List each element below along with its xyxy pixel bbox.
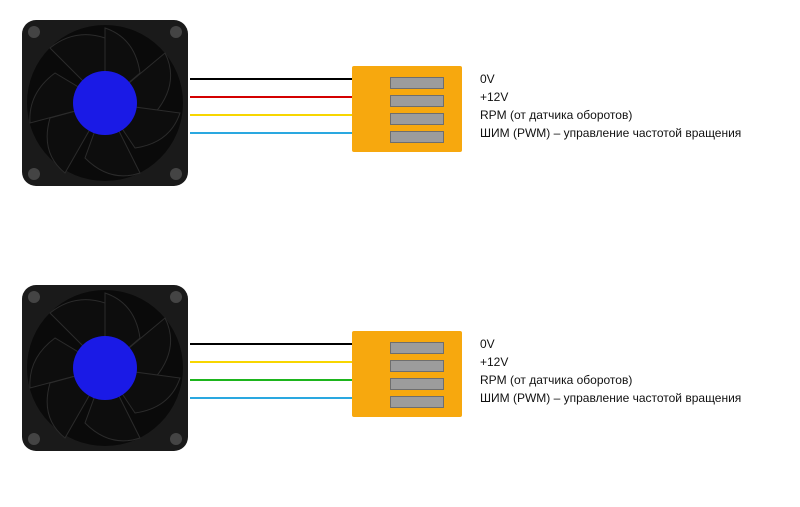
connector-pin-3 <box>390 113 444 125</box>
wire-rpm <box>190 379 360 381</box>
connector-pin-4 <box>390 396 444 408</box>
pin-label-12v: +12V <box>480 90 508 104</box>
wire-pwm <box>190 397 360 399</box>
connector-pin-2 <box>390 360 444 372</box>
wire-gnd <box>190 343 360 345</box>
wire-pwm <box>190 132 360 134</box>
pin-label-rpm: RPM (от датчика оборотов) <box>480 108 632 122</box>
pin-label-12v: +12V <box>480 355 508 369</box>
connector-pin-3 <box>390 378 444 390</box>
fan-icon <box>20 18 190 188</box>
pin-label-gnd: 0V <box>480 337 495 351</box>
connector-pin-1 <box>390 342 444 354</box>
connector-4pin <box>352 66 462 152</box>
pin-label-rpm: RPM (от датчика оборотов) <box>480 373 632 387</box>
connector-4pin <box>352 331 462 417</box>
connector-pin-1 <box>390 77 444 89</box>
pin-label-pwm: ШИМ (PWM) – управление частотой вращения <box>480 391 741 405</box>
wire-gnd <box>190 78 360 80</box>
fan-icon <box>20 283 190 453</box>
pin-label-pwm: ШИМ (PWM) – управление частотой вращения <box>480 126 741 140</box>
connector-pin-4 <box>390 131 444 143</box>
pin-label-gnd: 0V <box>480 72 495 86</box>
wire-12v <box>190 96 360 98</box>
fan-pinout-diagram-1: 0V +12V RPM (от датчика оборотов) ШИМ (P… <box>0 0 800 253</box>
fan-pinout-diagram-2: 0V +12V RPM (от датчика оборотов) ШИМ (P… <box>0 253 800 506</box>
connector-pin-2 <box>390 95 444 107</box>
wire-12v <box>190 361 360 363</box>
wire-rpm <box>190 114 360 116</box>
